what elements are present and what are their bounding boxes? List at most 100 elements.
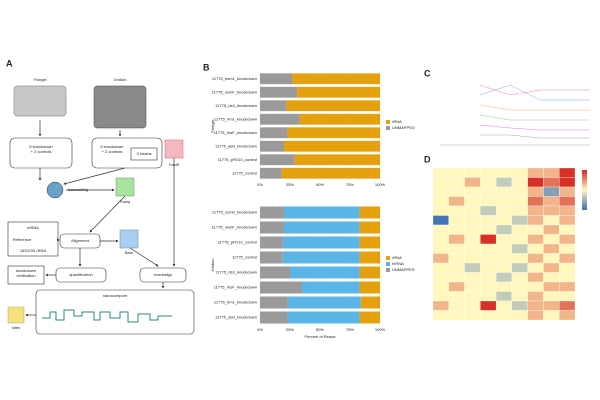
heatmap-cell: [495, 196, 513, 207]
y-tick-label: 11775_nsm1_knockdown: [212, 76, 257, 81]
heatmap-cell: [543, 196, 560, 207]
heatmap-cell: [511, 177, 528, 188]
heatmap-cell: [448, 253, 465, 264]
x-tick-label: 25%: [286, 327, 294, 332]
node-label: sites: [12, 325, 20, 330]
y-tick-label: 11775_nsmF_knockdown: [212, 89, 257, 94]
file-icon: [119, 229, 139, 249]
heatmap-cell: [559, 262, 576, 273]
heatmap-cell: [464, 310, 481, 321]
heatmap-cell: [495, 291, 513, 302]
heatmap-cell: [432, 196, 449, 207]
node-label: quantification: [69, 272, 93, 277]
heatmap-cell: [543, 243, 560, 254]
heatmap-cell: [543, 186, 560, 197]
heatmap-cell: [495, 205, 513, 216]
heatmap-cell: [511, 291, 528, 302]
workflow-diagram: [7, 85, 195, 335]
heatmap-cell: [543, 291, 560, 302]
heatmap-cell: [448, 272, 465, 283]
heatmap-cell: [543, 281, 560, 292]
heatmap-cell: [543, 310, 560, 321]
heatmap-cell: [559, 177, 576, 188]
y-tick-label: 11775_rhsF_knockdown: [214, 285, 257, 290]
file-icon: [115, 177, 135, 197]
panel-label: C: [424, 68, 431, 78]
heatmap-cell: [495, 262, 513, 273]
bar-segment: [359, 311, 380, 324]
bar-segment: [260, 167, 282, 179]
heatmap-cell: [495, 177, 513, 188]
bar-segment: [260, 154, 295, 166]
panel-label: A: [6, 58, 13, 68]
bar-segment: [260, 140, 284, 152]
heatmap-cell: [511, 272, 528, 283]
colorbar-step: [582, 208, 587, 210]
heatmap-cell: [495, 310, 513, 321]
heatmap-cell: [480, 272, 497, 283]
legend-label: rRNA: [392, 119, 402, 124]
x-tick-label: 25%: [286, 182, 294, 187]
colorbar-step: [582, 196, 587, 198]
heatmap-cell: [480, 224, 497, 235]
node-label: + 2 controls: [102, 149, 123, 154]
heatmap-cell: [464, 224, 481, 235]
heatmap-cell: [448, 205, 465, 216]
box: [130, 147, 158, 161]
y-tick-label: 11775_rls3_knockdown: [215, 103, 257, 108]
heatmap-cell: [464, 281, 481, 292]
colorbar-step: [582, 190, 587, 192]
heatmap-cell: [448, 243, 465, 254]
node-label: 6 knockdown: [29, 144, 52, 149]
heatmap-cell: [511, 215, 528, 226]
y-tick-label: 11775_rls3_knockdown: [215, 270, 257, 275]
heatmap-cell: [495, 215, 513, 226]
heatmap-cell: [480, 205, 497, 216]
y-tick-label: 11775_rlm1_knockdown: [214, 116, 257, 121]
bar-segment: [359, 251, 380, 264]
x-tick-label: 0%: [257, 327, 263, 332]
bar-segment: [260, 100, 287, 112]
gridion-device: [93, 85, 147, 129]
heatmap-cell: [527, 234, 544, 245]
colorbar-step: [582, 180, 587, 182]
heatmap-cell: [464, 196, 481, 207]
heatmap-cell: [543, 215, 560, 226]
bar-segment: [260, 311, 288, 324]
heatmap-cell: [511, 224, 528, 235]
node-label: Fast5: [169, 162, 180, 167]
node-label: Fastq: [120, 199, 130, 204]
y-tick-label: 11775_add_knockdown: [215, 143, 257, 148]
arrow: [89, 195, 126, 233]
heatmap-cell: [559, 167, 576, 178]
heatmap-cell: [511, 234, 528, 245]
heatmap-cell: [543, 300, 560, 311]
panel-label: D: [424, 154, 431, 164]
heatmap-cell: [543, 272, 560, 283]
heatmap-cell: [559, 186, 576, 197]
node-label: + 2 controls: [31, 149, 52, 154]
heatmap-cell: [448, 291, 465, 302]
heatmap-cell: [559, 243, 576, 254]
x-tick-label: 75%: [346, 182, 354, 187]
heatmap-cell: [480, 291, 497, 302]
heatmap-cell: [464, 167, 481, 178]
colorbar-step: [582, 194, 587, 196]
y-tick-label: 11775_control: [232, 170, 257, 175]
facet-label: Flongle: [210, 119, 215, 133]
colorbar-step: [582, 186, 587, 188]
heatmap-cell: [495, 167, 513, 178]
bar-segment: [359, 266, 380, 279]
y-tick-label: 11775_nsmF_knockdown: [212, 225, 257, 230]
heatmap-cell: [448, 186, 465, 197]
basecall-icon: [46, 181, 64, 199]
heatmap-cell: [432, 300, 449, 311]
heatmap-cell: [464, 262, 481, 273]
heatmap-cell: [448, 196, 465, 207]
heatmap-cell: [464, 243, 481, 254]
bar-segment: [282, 251, 360, 264]
heatmap-cell: [464, 272, 481, 283]
heatmap-cell: [480, 167, 497, 178]
bar-segment: [260, 113, 300, 125]
heatmap-cell: [543, 234, 560, 245]
